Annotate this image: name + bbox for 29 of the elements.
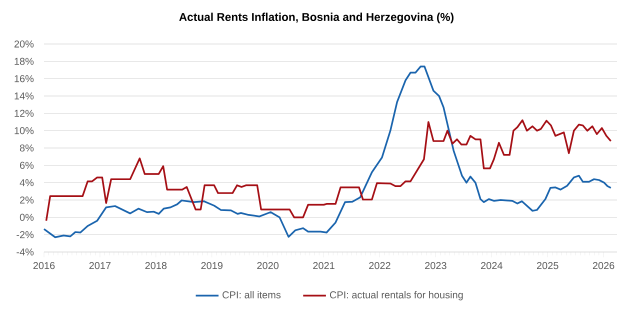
legend-label: CPI: actual rentals for housing (330, 291, 463, 300)
x-tick-label: 2016 (33, 262, 55, 270)
y-tick-label: 4% (20, 179, 34, 186)
x-tick-label: 2022 (369, 262, 390, 270)
chart-title: Actual Rents Inflation, Bosnia and Herzegovina (%) (179, 12, 454, 24)
x-tick-label: 2023 (425, 262, 446, 270)
line-series (45, 119, 612, 222)
y-tick-label: 6% (20, 162, 34, 169)
y-tick-label: 8% (20, 144, 34, 152)
x-tick-label: 2026 (592, 262, 614, 270)
y-tick-label: 14% (14, 92, 34, 100)
y-tick-label: -2% (16, 231, 34, 238)
y-tick-label: 10% (14, 127, 34, 134)
y-tick-label: 0% (20, 214, 34, 221)
y-tick-label: 12% (14, 110, 34, 117)
legend-label: CPI: all items (222, 291, 281, 298)
line-series (43, 66, 612, 238)
y-tick-label: 20% (14, 40, 34, 48)
y-tick-label: -4% (16, 248, 34, 256)
x-tick-label: 2018 (145, 262, 167, 270)
x-tick-label: 2017 (89, 262, 111, 270)
x-tick-label: 2020 (257, 262, 279, 270)
x-tick-label: 2024 (481, 262, 502, 270)
y-tick-label: 16% (14, 75, 34, 82)
x-tick-label: 2025 (536, 262, 558, 270)
x-tick-label: 2019 (201, 262, 223, 270)
y-tick-label: 2% (20, 196, 34, 204)
x-tick-label: 2021 (313, 262, 334, 270)
y-tick-label: 18% (14, 58, 34, 65)
